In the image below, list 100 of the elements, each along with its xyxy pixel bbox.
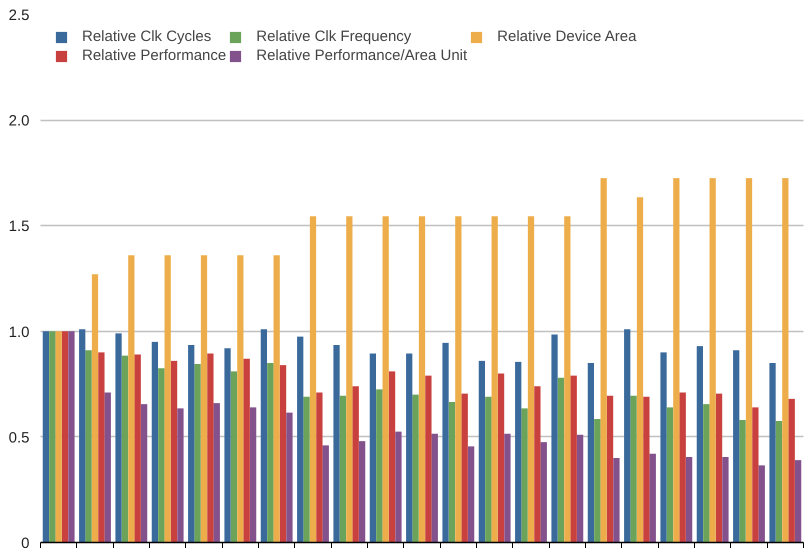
bar — [462, 394, 468, 542]
bar — [310, 216, 316, 542]
bar — [498, 374, 504, 542]
y-tick-label: 0.5 — [8, 429, 30, 446]
legend-label: Relative Clk Frequency — [256, 28, 412, 45]
bar — [752, 407, 759, 542]
legend-label: Relative Device Area — [497, 28, 636, 45]
bar — [606, 396, 614, 542]
bar — [250, 407, 256, 542]
bar — [333, 345, 340, 542]
bar — [303, 396, 310, 542]
bar — [297, 336, 304, 542]
bar — [62, 331, 68, 542]
bar — [588, 362, 594, 542]
bar — [340, 396, 346, 542]
bar — [758, 465, 765, 542]
bar — [122, 356, 128, 542]
y-tick-label: 2.5 — [8, 7, 30, 24]
bar — [388, 371, 396, 542]
bar — [177, 408, 184, 542]
bar — [128, 255, 134, 542]
bar — [92, 274, 98, 542]
bar — [425, 376, 432, 542]
bar — [660, 352, 667, 542]
bar — [382, 216, 389, 542]
bar — [769, 362, 776, 542]
bar — [42, 331, 50, 542]
bar — [643, 396, 650, 542]
bar — [214, 403, 220, 542]
bar — [710, 178, 716, 542]
bar — [703, 404, 710, 542]
legend-label: Relative Performance — [82, 47, 226, 64]
bar — [194, 364, 201, 542]
bar — [158, 368, 164, 542]
y-tick-label: 2.0 — [8, 112, 30, 130]
bar — [613, 458, 620, 542]
bar — [207, 353, 214, 542]
bar — [504, 434, 511, 542]
bar — [115, 333, 122, 542]
bar — [485, 396, 492, 542]
bar — [376, 389, 382, 542]
bar — [79, 329, 86, 542]
bar — [170, 360, 178, 542]
bar — [134, 354, 141, 542]
bar — [794, 460, 802, 542]
y-tick-label: 0 — [21, 535, 30, 548]
bar — [686, 456, 692, 542]
bar — [274, 255, 280, 542]
bar — [286, 412, 293, 542]
bar — [746, 178, 752, 542]
bar — [85, 350, 92, 542]
bar — [455, 216, 462, 542]
bar — [260, 329, 268, 542]
bar — [534, 386, 541, 542]
bar — [673, 178, 680, 542]
bar — [624, 329, 630, 542]
bar — [515, 362, 522, 542]
bar — [600, 178, 607, 542]
bar — [680, 392, 686, 542]
bar — [570, 376, 577, 542]
bar — [244, 358, 250, 542]
bar — [406, 353, 412, 542]
bar — [650, 454, 656, 542]
bar — [322, 445, 329, 542]
bar — [140, 404, 148, 542]
bar — [200, 255, 208, 542]
legend-label: Relative Clk Cycles — [82, 28, 212, 45]
bar — [468, 446, 474, 542]
bar — [594, 418, 600, 542]
bar — [188, 345, 194, 542]
bar — [739, 420, 746, 542]
bar — [56, 331, 62, 542]
bar — [230, 371, 238, 542]
bar — [558, 378, 564, 542]
bar — [370, 353, 376, 542]
bar — [782, 178, 788, 542]
bar — [733, 350, 740, 542]
bar — [528, 216, 534, 542]
legend-label: Relative Performance/Area Unit — [256, 47, 468, 64]
bar — [564, 216, 570, 542]
bar — [636, 197, 644, 542]
bar — [696, 346, 704, 542]
bar — [267, 362, 274, 542]
bar — [49, 331, 56, 542]
bar — [432, 434, 438, 542]
bar — [104, 392, 111, 542]
bar — [68, 331, 75, 542]
bar — [448, 402, 456, 542]
bar — [478, 360, 486, 542]
bar — [346, 216, 352, 542]
bar — [412, 394, 419, 542]
bar — [352, 386, 359, 542]
bar — [152, 342, 158, 542]
bar — [788, 398, 795, 542]
bar — [521, 408, 528, 542]
bar — [358, 441, 366, 542]
bar — [722, 456, 729, 542]
bar — [776, 421, 782, 542]
bar — [630, 396, 637, 542]
bar — [224, 348, 231, 542]
